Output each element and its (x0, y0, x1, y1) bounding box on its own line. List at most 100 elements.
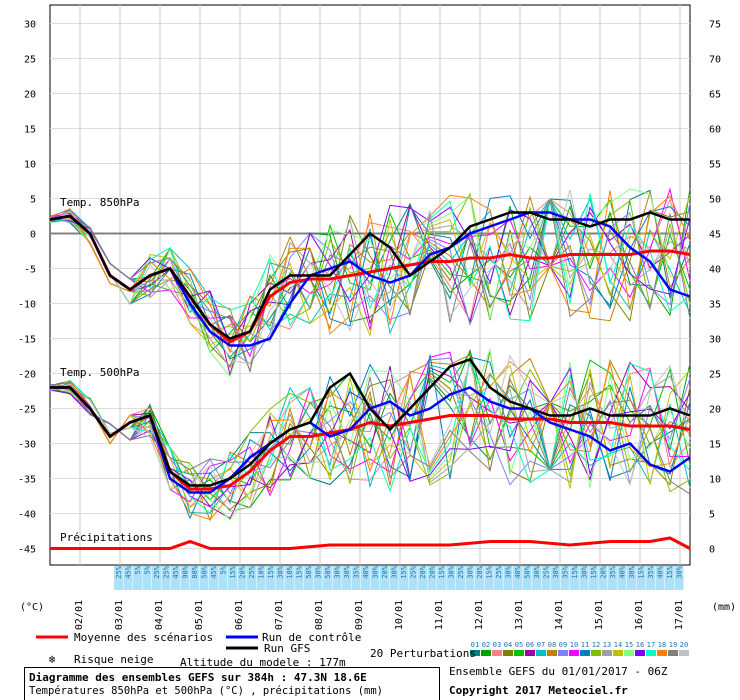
snow-risk-label: 25% (495, 565, 503, 578)
snow-risk-label: 45% (210, 565, 218, 578)
series-line-t500 (50, 358, 691, 487)
snow-risk-label: 15% (296, 565, 304, 578)
altitude-label: Altitude du modele : 177m (180, 656, 346, 669)
snow-risk-cell (408, 566, 418, 590)
snow-risk-cell (247, 566, 256, 590)
perturbation-swatch (668, 650, 678, 656)
snow-risk-cell (465, 566, 475, 590)
perturbation-swatch (558, 650, 568, 656)
snow-risk-cell (228, 566, 237, 590)
snow-risk-label: 25% (248, 565, 256, 578)
snow-risk-label: 30% (343, 565, 351, 578)
perturbation-swatch (481, 650, 491, 656)
snow-risk-label: 10% (286, 565, 294, 578)
snow-risk-cell (180, 566, 190, 590)
perturbation-number: 18 (658, 641, 666, 649)
snow-risk-cell (275, 566, 285, 590)
right-tick-label: 45 (709, 230, 721, 241)
right-tick-label: 70 (709, 55, 721, 66)
right-tick-label: 40 (709, 265, 721, 276)
snow-risk-label: 35% (647, 565, 655, 578)
left-tick-label: 15 (24, 125, 36, 136)
snow-risk-label: 20% (419, 565, 427, 578)
perturbation-swatch (679, 650, 689, 656)
snow-risk-cell (323, 566, 332, 590)
left-tick-label: -35 (18, 475, 36, 486)
snow-risk-label: 40% (619, 565, 627, 578)
snow-risk-cell (313, 566, 323, 590)
snow-risk-cell (427, 566, 437, 590)
x-tick-label: 04/01 (154, 600, 165, 630)
snow-icon: ❄ (49, 653, 56, 666)
snow-risk-label: 15% (400, 565, 408, 578)
perturbation-line (49, 199, 691, 369)
snow-risk-label: 30% (505, 565, 513, 578)
snow-risk-cell (342, 566, 351, 590)
perturbation-number: 16 (636, 641, 644, 649)
x-tick-label: 07/01 (274, 600, 285, 630)
snow-risk-cell (171, 566, 180, 590)
perturbation-line (49, 199, 691, 373)
perturbation-line (49, 348, 691, 509)
perturbation-number: 14 (614, 641, 622, 649)
snow-risk-cell (627, 566, 636, 590)
snow-risk-cell (209, 566, 218, 590)
snow-risk-cell (665, 566, 674, 590)
perturbation-number: 12 (592, 641, 600, 649)
x-tick-label: 03/01 (114, 600, 125, 630)
snow-risk-label: 45% (125, 565, 133, 578)
left-tick-label: 30 (24, 20, 36, 31)
snow-risk-label: 15% (590, 565, 598, 578)
perturbation-swatch (657, 650, 667, 656)
perturbation-swatch (492, 650, 502, 656)
snow-risk-label: 50% (305, 565, 313, 578)
snow-risk-label: 15% (571, 565, 579, 578)
snow-risk-label: 30% (372, 565, 380, 578)
snow-risk-cell (266, 566, 275, 590)
x-tick-label: 08/01 (314, 600, 325, 630)
copyright: Copyright 2017 Meteociel.fr (449, 684, 628, 697)
panel-label-precip: Précipitations (60, 531, 153, 544)
snow-risk-cell (570, 566, 579, 590)
perturbation-number: 08 (548, 641, 556, 649)
snow-risk-cell (218, 566, 228, 590)
snow-risk-label: 15% (229, 565, 237, 578)
snow-risk-cell (361, 566, 370, 590)
right-tick-label: 55 (709, 160, 721, 171)
legend-control-label: Run de contrôle (262, 631, 362, 644)
snow-risk-label: 25% (153, 565, 161, 578)
snow-risk-label: 45% (172, 565, 180, 578)
snow-risk-cell (503, 566, 513, 590)
perturbation-number: 07 (537, 641, 545, 649)
snow-risk-cell (608, 566, 617, 590)
perturbation-line (49, 376, 691, 495)
snow-risk-label: 50% (324, 565, 332, 578)
left-tick-label: -15 (18, 335, 36, 346)
perturbation-swatch (536, 650, 546, 656)
perturbation-swatch (602, 650, 612, 656)
snow-risk-cell (332, 566, 342, 590)
right-tick-label: 20 (709, 405, 721, 416)
chart-title: Diagramme des ensembles GEFS sur 384h : … (29, 671, 367, 684)
legend-gfs-label: Run GFS (264, 642, 311, 655)
perturbation-swatch (646, 650, 656, 656)
left-tick-label: -5 (24, 265, 36, 276)
right-tick-label: 5 (709, 510, 715, 521)
right-tick-label: 60 (709, 125, 721, 136)
snow-risk-label: 25% (457, 565, 465, 578)
left-unit-label: (°C) (20, 602, 44, 613)
perturbation-swatch (525, 650, 535, 656)
snow-risk-label: 25% (410, 565, 418, 578)
snow-risk-cell (674, 566, 684, 590)
snow-risk-label: 30% (628, 565, 636, 578)
perturbation-number: 15 (625, 641, 633, 649)
left-tick-label: -10 (18, 300, 36, 311)
snow-risk-cell (399, 566, 408, 590)
perturbation-swatch (624, 650, 634, 656)
left-tick-label: 0 (30, 230, 36, 241)
snow-risk-label: 20% (381, 565, 389, 578)
right-tick-label: 0 (709, 545, 715, 556)
snow-risk-cell (437, 566, 446, 590)
right-tick-label: 35 (709, 300, 721, 311)
